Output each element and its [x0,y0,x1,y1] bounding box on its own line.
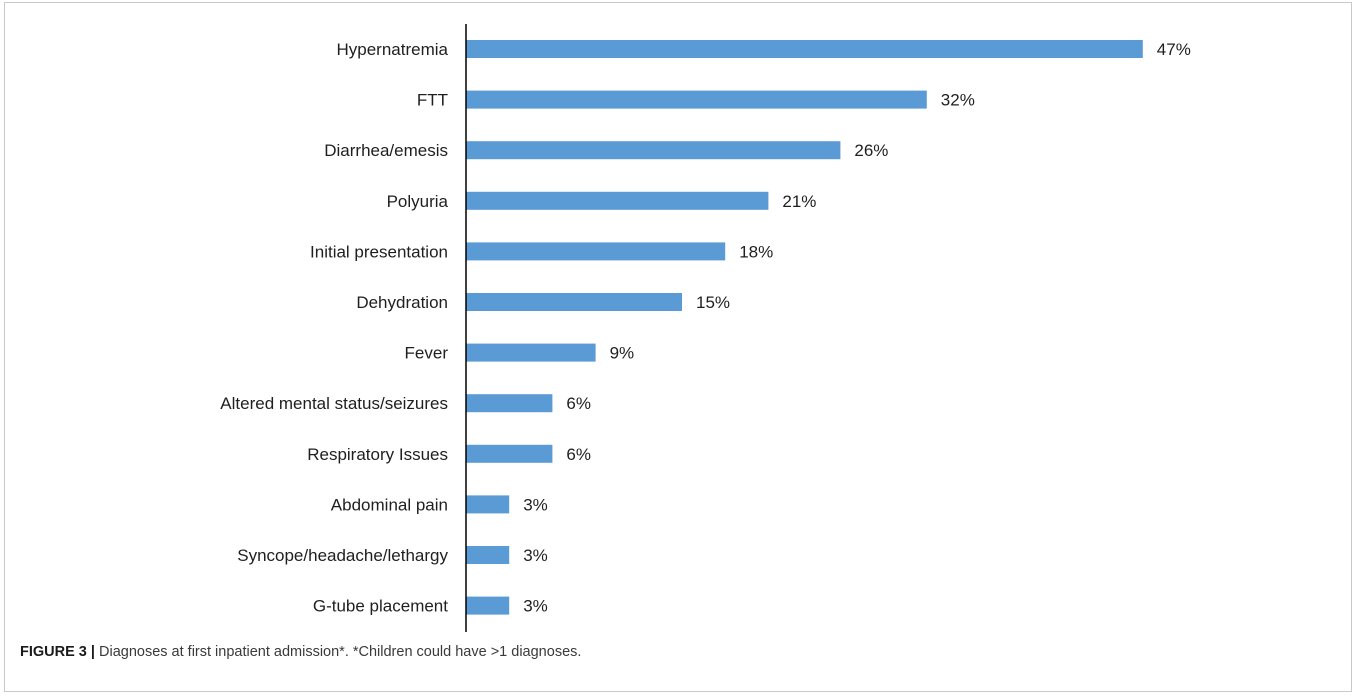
bar-0 [466,40,1143,58]
category-label-4: Initial presentation [310,242,448,261]
bar-11 [466,596,510,615]
category-label-9: Abdominal pain [331,495,448,514]
category-label-11: G-tube placement [313,597,448,616]
category-label-8: Respiratory Issues [307,445,448,464]
category-label-10: Syncope/headache/lethargy [237,546,448,565]
bar-chart: Hypernatremia FTT Diarrhea/emesis Polyuria I… [220,24,1191,632]
bar-10 [466,546,510,564]
value-label-9: 3% [523,495,548,514]
value-labels-group: 47% 32% 26% 21% 18% 15% 9% 6% 6% 3% 3% 3% [523,40,1191,616]
category-label-1: FTT [417,91,448,110]
bar-1 [466,90,927,109]
category-label-3: Polyuria [387,192,449,211]
category-label-2: Diarrhea/emesis [324,141,448,160]
figure-frame [4,2,1352,692]
figure-caption-text: Diagnoses at first inpatient admission*.… [94,644,582,660]
bar-9 [466,495,510,514]
bar-3 [466,191,769,210]
value-label-0: 47% [1157,40,1191,59]
value-label-10: 3% [523,546,548,565]
value-label-11: 3% [523,597,548,616]
value-label-8: 6% [566,445,591,464]
figure-caption: FIGURE 3 | Diagnoses at first inpatient … [20,644,581,660]
category-label-0: Hypernatremia [337,40,449,59]
value-label-6: 9% [610,344,635,363]
value-label-5: 15% [696,293,730,312]
bar-2 [466,141,841,160]
bar-8 [466,444,553,463]
value-label-2: 26% [854,141,888,160]
value-label-1: 32% [941,91,975,110]
bar-5 [466,293,682,311]
bar-4 [466,242,726,261]
value-label-3: 21% [782,192,816,211]
figure-label: FIGURE 3 | [20,644,95,660]
value-label-4: 18% [739,242,773,261]
category-label-6: Fever [405,344,449,363]
bar-7 [466,394,553,413]
bar-6 [466,343,596,362]
value-label-7: 6% [566,394,591,413]
category-label-5: Dehydration [356,293,448,312]
category-label-7: Altered mental status/seizures [220,394,448,413]
bars-group [466,40,1143,615]
category-labels-group: Hypernatremia FTT Diarrhea/emesis Polyuria I… [220,40,448,616]
